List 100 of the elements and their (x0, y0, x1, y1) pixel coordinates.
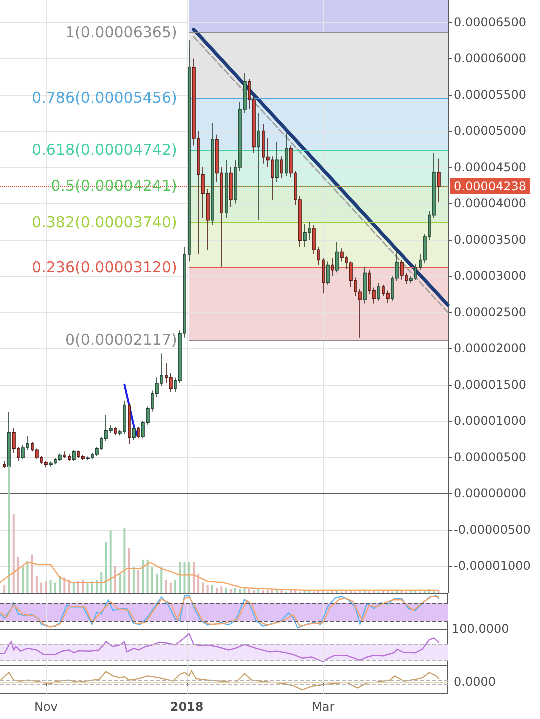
candlestick (225, 160, 228, 219)
bar (198, 574, 200, 593)
bar (156, 574, 158, 593)
x-tick-label: Nov (34, 700, 58, 714)
ref-line-label: 0.5(0.00004241) (51, 177, 178, 196)
x-tick-label: 2018 (170, 700, 204, 714)
bar (26, 561, 29, 593)
bar (146, 560, 149, 593)
bar (170, 582, 172, 593)
bar (12, 514, 15, 593)
candlestick (68, 454, 71, 462)
y-tick-label: 0.00000000 (454, 486, 527, 501)
y-tick-label: 0.00005500 (454, 88, 527, 102)
y-tick-label: 0.00005000 (454, 124, 527, 138)
bar (239, 589, 242, 593)
bar (124, 528, 126, 593)
candlestick (114, 426, 117, 436)
bar (276, 590, 278, 593)
bar (266, 590, 269, 593)
bar (253, 590, 256, 593)
bar (192, 562, 195, 593)
ref-line-label: 0.382(0.00003740) (32, 214, 178, 232)
bar (248, 589, 250, 593)
ref-line-label: 0(0.00002117) (65, 331, 178, 350)
y-tick-label: 0.00006500 (454, 15, 527, 30)
bar (220, 586, 223, 593)
y-tick-label: -0.00001000 (454, 559, 531, 574)
bar (64, 578, 66, 593)
bar (151, 568, 154, 593)
bar (258, 589, 260, 593)
bar (216, 588, 218, 593)
ref-line-label: 1(0.00006365) (65, 23, 178, 42)
y-tick-label: 0.00004000 (454, 196, 527, 211)
candlestick (63, 451, 66, 459)
bar (225, 588, 228, 593)
x-tick-label: Mar (312, 700, 335, 714)
candlestick (132, 426, 136, 440)
bar (119, 574, 122, 593)
bar (184, 562, 186, 593)
candlestick (81, 454, 85, 461)
bar (128, 548, 130, 593)
bar (174, 580, 177, 593)
ref-line-label: 0.00004238 (454, 179, 527, 194)
bar (234, 588, 237, 593)
bar (110, 530, 112, 593)
bar (59, 576, 62, 593)
ref-line-label: 0.786(0.00005456) (32, 89, 178, 108)
bar (202, 582, 204, 593)
y-tick-label: 0.00000500 (454, 450, 527, 464)
candlestick (257, 112, 260, 221)
y-tick-label: 0.00001500 (454, 378, 527, 392)
bar (142, 560, 144, 593)
candlestick (285, 132, 288, 177)
bar (206, 585, 209, 593)
text: 100.0000 (452, 622, 510, 636)
ref-line-label: 0.236(0.00003120) (32, 258, 178, 276)
bar (294, 590, 297, 593)
candlestick (377, 283, 380, 302)
bar (50, 580, 52, 593)
candlestick (303, 224, 307, 248)
y-tick-label: 0.00006000 (454, 52, 527, 66)
bar (31, 554, 34, 593)
bar (211, 585, 214, 593)
candlestick (49, 461, 53, 468)
bar (54, 582, 56, 593)
bar (262, 590, 264, 593)
candlestick (335, 242, 339, 273)
bar (179, 562, 182, 593)
bar (290, 590, 292, 593)
candlestick (3, 460, 6, 469)
y-tick-label: 0.00003000 (454, 269, 527, 284)
bar (100, 572, 103, 593)
bar (280, 590, 283, 593)
candlestick (58, 453, 62, 462)
candlestick (188, 40, 191, 262)
y-tick-label: 0.00002500 (454, 305, 527, 320)
bar (45, 582, 48, 593)
bar (188, 562, 190, 593)
candlestick (400, 260, 404, 280)
candlestick (280, 156, 283, 179)
bar (165, 580, 168, 593)
bar (36, 576, 38, 593)
candlestick (128, 403, 131, 445)
bar (230, 589, 232, 593)
bar (105, 542, 108, 593)
bar (17, 557, 20, 593)
bar (138, 570, 140, 593)
candlestick (275, 142, 279, 182)
y-tick-label: 0.00002000 (454, 342, 527, 356)
bar (72, 582, 75, 593)
bar (160, 568, 163, 593)
candlestick (72, 450, 76, 462)
bar (4, 585, 6, 593)
bar (40, 582, 43, 593)
candlestick (86, 456, 90, 461)
bar (86, 582, 89, 593)
candlestick (322, 258, 325, 294)
bar (8, 466, 10, 593)
y-tick-label: -0.00000500 (454, 522, 531, 537)
candlestick (211, 122, 214, 226)
